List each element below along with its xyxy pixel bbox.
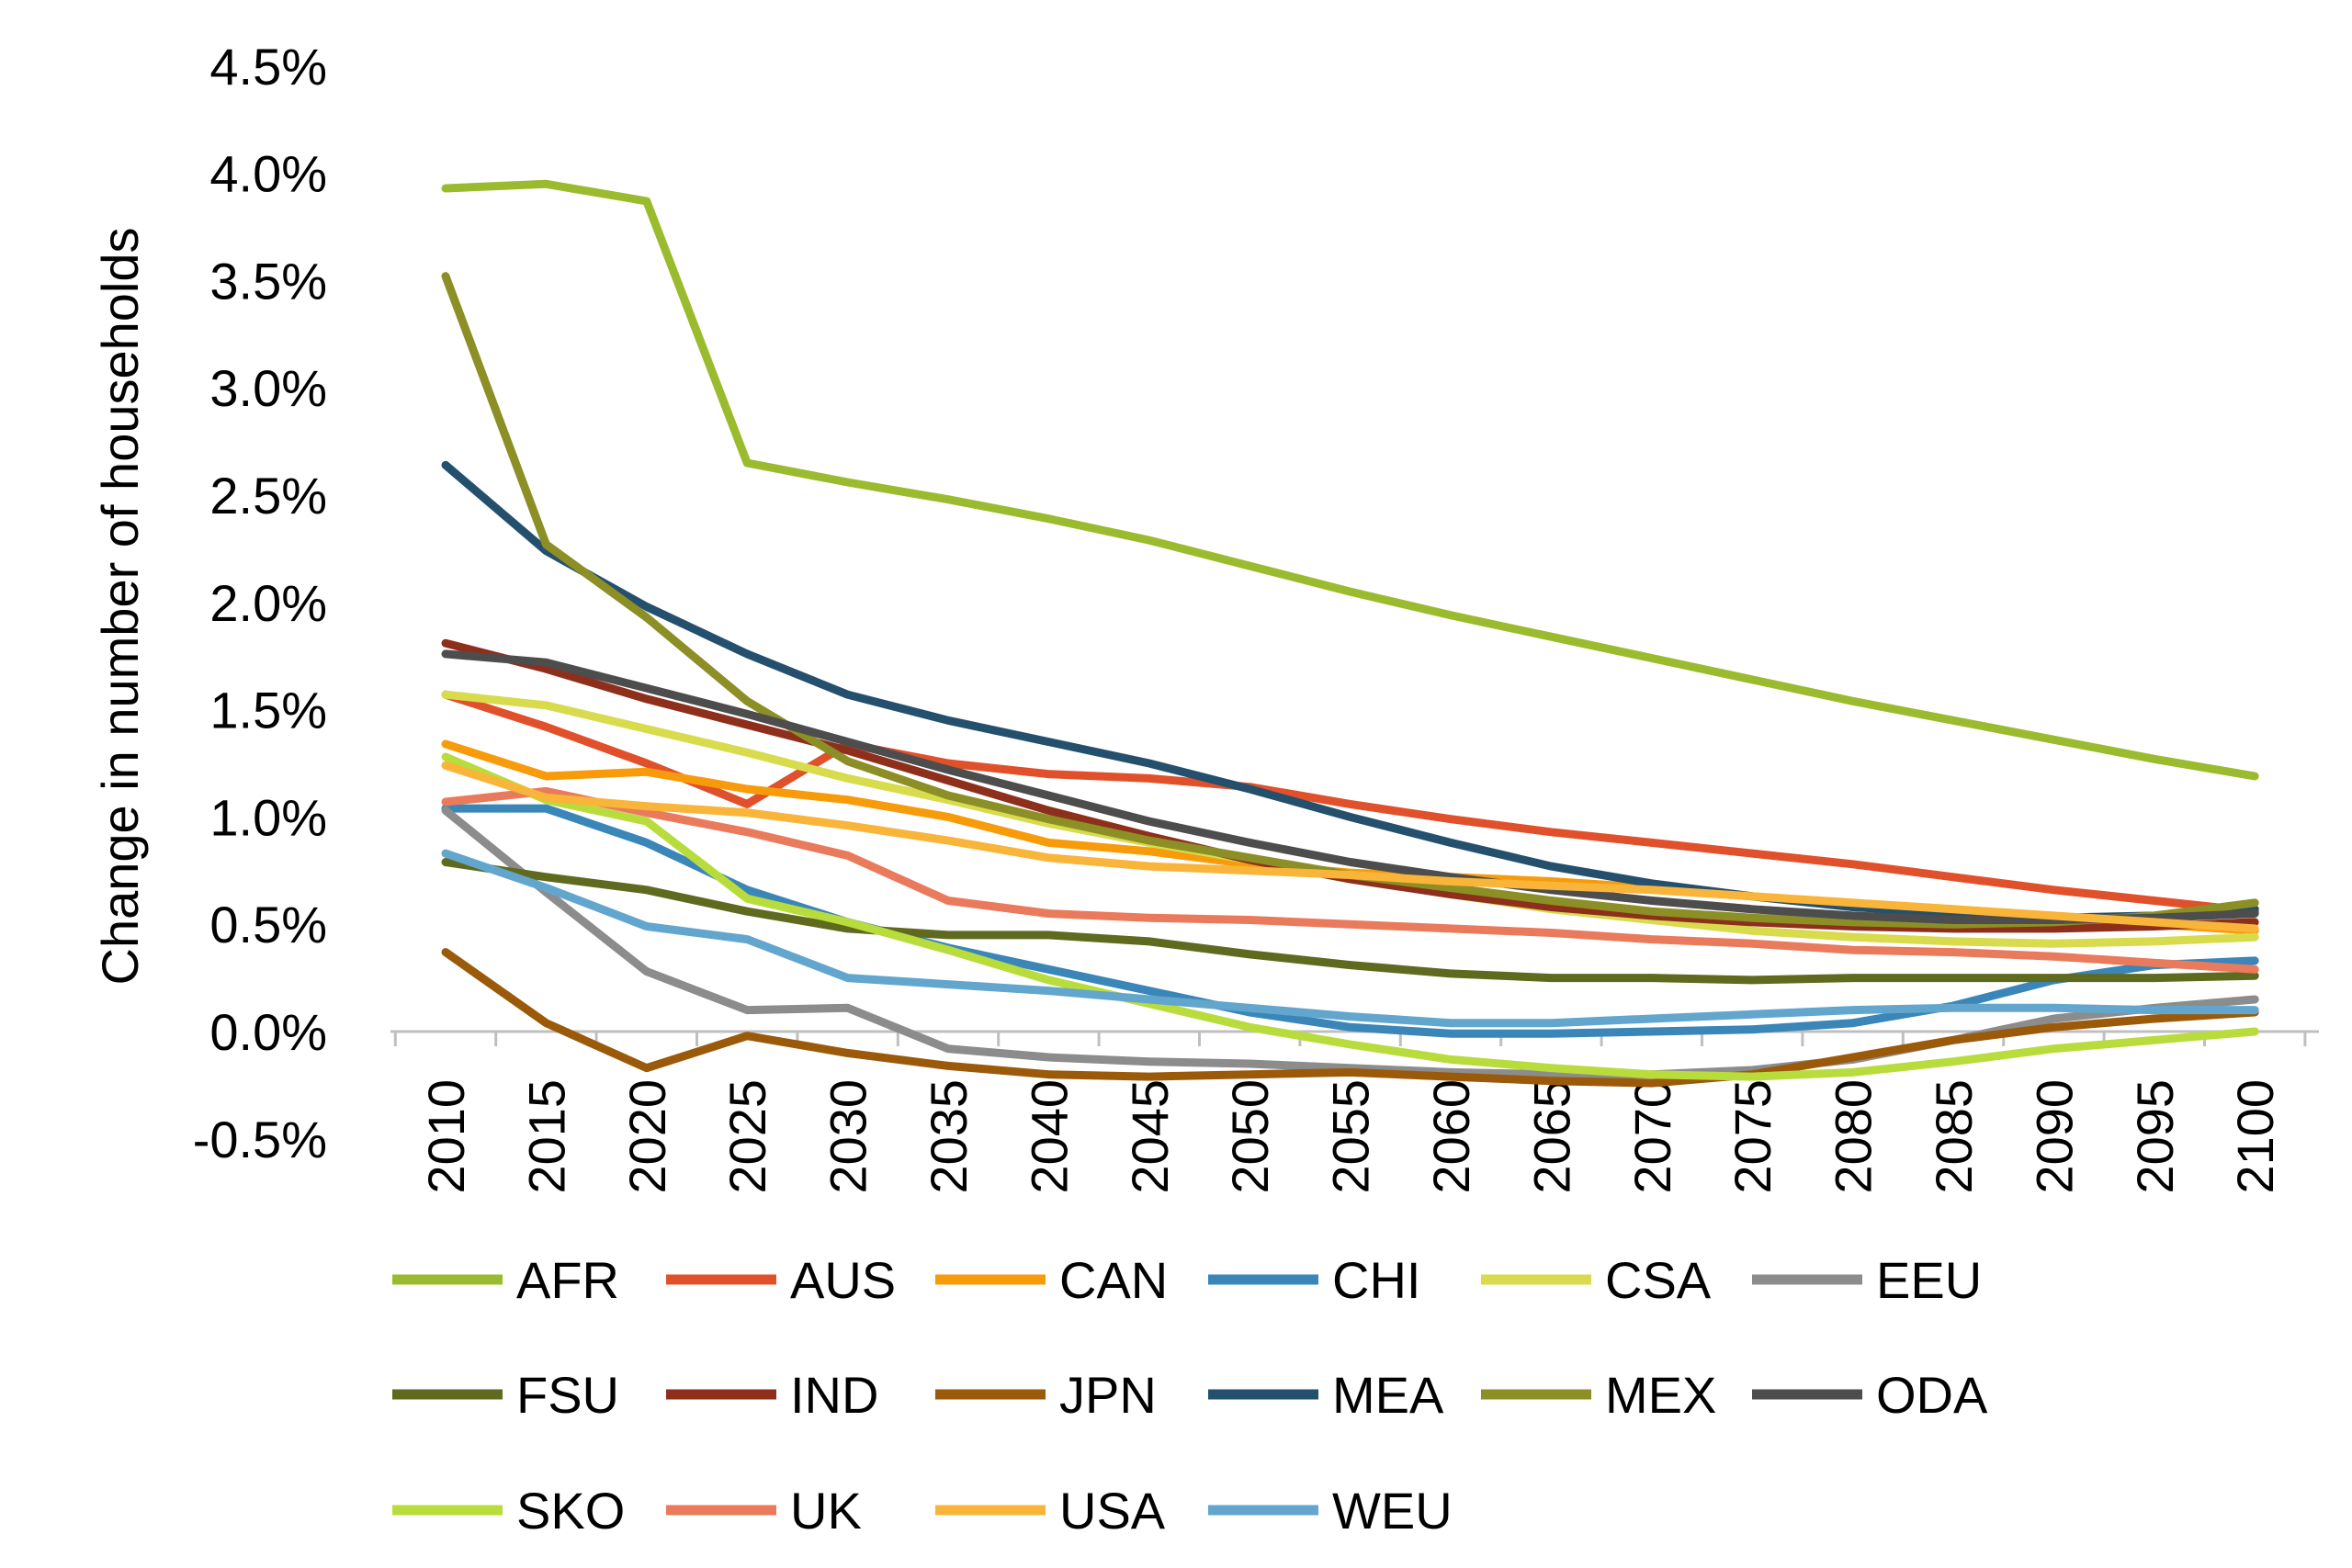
legend-label-can: CAN <box>1059 1251 1168 1309</box>
series-line-aus <box>441 690 2259 916</box>
series-line-fsu <box>441 858 2259 985</box>
x-tick-label: 2050 <box>1221 1079 1279 1194</box>
x-tick-label: 2035 <box>920 1079 978 1194</box>
x-tick-label: 2065 <box>1522 1079 1580 1194</box>
legend-label-sko: SKO <box>516 1482 625 1540</box>
series-line-weu <box>441 849 2259 1028</box>
legend-label-usa: USA <box>1059 1482 1166 1540</box>
legend: AFR AUS CAN CHI CSA EEU FSU IND JPN MEA MEX ODA SKO U… <box>392 1251 1988 1540</box>
y-tick-label: 2.0% <box>209 574 327 632</box>
x-tick-label: 2015 <box>517 1079 575 1194</box>
legend-label-jpn: JPN <box>1059 1366 1157 1424</box>
legend-label-fsu: FSU <box>516 1366 619 1424</box>
series-line-oda <box>441 649 2259 924</box>
x-axis: 2010 2015 2020 2025 2030 2035 2040 2045 2050 2055… <box>390 1030 2319 1194</box>
x-tick-label: 2045 <box>1121 1079 1179 1194</box>
legend-label-weu: WEU <box>1332 1482 1453 1540</box>
y-tick-label: -0.5% <box>193 1111 327 1168</box>
x-tick-label: 2095 <box>2126 1079 2184 1194</box>
y-tick-label: 2.5% <box>209 467 327 525</box>
y-tick-label: 3.5% <box>209 252 327 310</box>
series-line-mea <box>441 460 2259 922</box>
y-tick-labels: -0.5% 0.0% 0.5% 1.0% 1.5% 2.0% 2.5% 3.0% 3.5% 4.0… <box>193 38 327 1168</box>
x-tick-label: 2060 <box>1422 1079 1480 1194</box>
x-tick-label: 2025 <box>718 1079 776 1194</box>
x-tick-label: 2010 <box>417 1079 475 1194</box>
y-tick-label: 0.0% <box>209 1003 327 1061</box>
y-axis-title: Change in number of households <box>91 227 149 985</box>
x-tick-label: 2040 <box>1020 1079 1078 1194</box>
legend-label-eeu: EEU <box>1876 1251 1982 1309</box>
series-line-jpn <box>441 948 2259 1088</box>
series-line-usa <box>441 761 2259 933</box>
series-lines <box>441 179 2259 1088</box>
legend-label-csa: CSA <box>1605 1251 1712 1309</box>
y-tick-label: 0.5% <box>209 896 327 953</box>
legend-label-oda: ODA <box>1876 1366 1988 1424</box>
series-line-ind <box>441 638 2259 933</box>
x-tick-label: 2090 <box>2025 1079 2083 1194</box>
x-tick-label: 2030 <box>820 1079 877 1194</box>
legend-label-mea: MEA <box>1332 1366 1444 1424</box>
x-tick-label: 2100 <box>2226 1079 2284 1194</box>
x-tick-label: 2075 <box>1724 1079 1781 1194</box>
legend-label-afr: AFR <box>516 1251 619 1309</box>
x-tick-label: 2085 <box>1925 1079 1983 1194</box>
legend-label-chi: CHI <box>1332 1251 1420 1309</box>
x-tick-label: 2070 <box>1623 1079 1681 1194</box>
y-tick-label: 1.0% <box>209 788 327 846</box>
legend-label-aus: AUS <box>790 1251 896 1309</box>
y-tick-label: 4.5% <box>209 38 327 96</box>
legend-label-ind: IND <box>790 1366 878 1424</box>
y-tick-label: 4.0% <box>209 145 327 203</box>
x-tick-label: 2055 <box>1322 1079 1380 1194</box>
y-tick-label: 3.0% <box>209 359 327 417</box>
x-tick-label: 2080 <box>1825 1079 1883 1194</box>
series-line-sko <box>441 752 2259 1081</box>
x-tick-label: 2020 <box>618 1079 676 1194</box>
series-line-afr <box>441 179 2259 781</box>
series-line-uk <box>441 786 2259 974</box>
y-tick-label: 1.5% <box>209 682 327 739</box>
legend-label-uk: UK <box>790 1482 862 1540</box>
legend-label-mex: MEX <box>1605 1366 1716 1424</box>
